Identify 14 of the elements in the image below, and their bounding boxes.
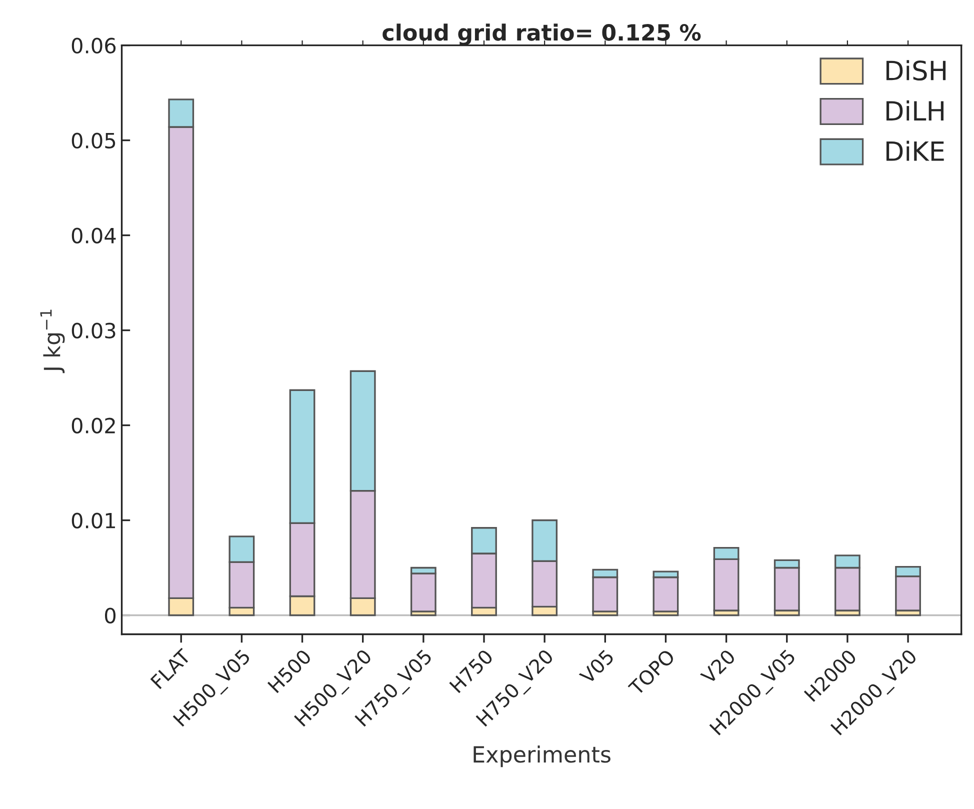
chart-title: cloud grid ratio= 0.125 % xyxy=(382,24,701,46)
y-tick-label: 0.01 xyxy=(72,512,115,528)
legend-label: DiLH xyxy=(886,100,944,120)
y-tick-label: 0 xyxy=(105,608,116,624)
y-tick-label: 0.06 xyxy=(72,38,116,54)
x-tick-label: V05 xyxy=(578,648,615,685)
y-axis-title: J kg$^{−1}$ xyxy=(40,310,65,374)
y-tick-label: 0.02 xyxy=(72,418,115,434)
y-tick-label: 0.05 xyxy=(72,132,116,149)
legend-label: DiKE xyxy=(886,140,944,161)
y-tick-label: 0.04 xyxy=(72,228,116,244)
x-axis-title: Experiments xyxy=(474,746,610,768)
y-tick-label: 0.03 xyxy=(72,322,116,338)
legend-label: DiSH xyxy=(886,60,946,81)
